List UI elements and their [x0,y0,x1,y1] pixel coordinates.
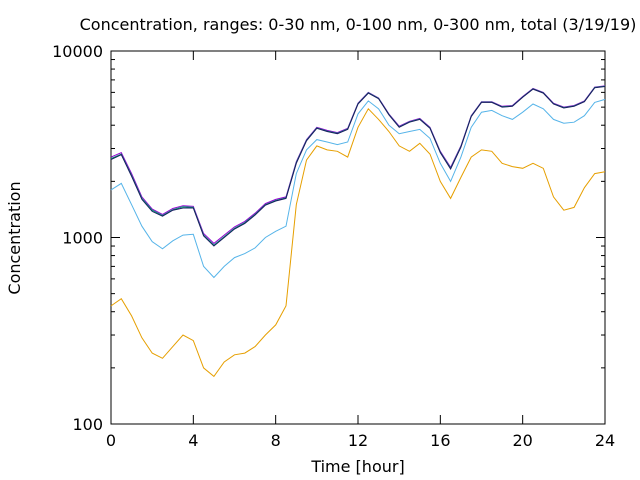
x-axis-label: Time [hour] [310,457,404,476]
axis-ticks [110,50,606,425]
x-tick-label: 12 [348,431,368,450]
x-tick-label: 16 [430,431,450,450]
x-tick-label: 20 [512,431,532,450]
x-tick-label: 8 [271,431,281,450]
y-axis-label: Concentration [5,181,24,294]
plot-frame [110,50,606,425]
y-tick-label: 10000 [52,42,103,61]
series-line-5 [110,86,606,247]
y-tick-label: 1000 [62,229,103,248]
series-line-4 [110,85,606,246]
x-tick-label: 4 [188,431,198,450]
series-line-1 [110,107,606,378]
x-tick-label: 24 [595,431,615,450]
y-tick-label: 100 [72,415,103,434]
axis-tick-labels: 0 4 8 12 16 20 24 100 1000 10000 [52,42,615,450]
chart-title: Concentration, ranges: 0-30 nm, 0-100 nm… [80,15,637,34]
series-lines [110,85,606,378]
series-line-2 [110,98,606,279]
x-tick-label: 0 [106,431,116,450]
